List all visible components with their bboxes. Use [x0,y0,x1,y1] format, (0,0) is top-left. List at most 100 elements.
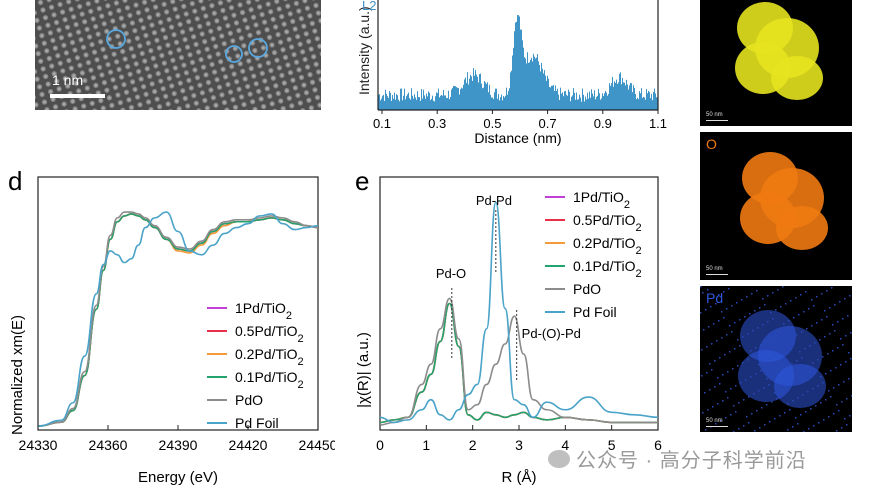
profile-bar [588,98,589,110]
profile-bar [554,90,555,110]
profile-bar [439,97,440,110]
profile-bar [425,98,426,110]
profile-bar [596,96,597,110]
profile-bar [476,74,477,110]
profile-bar [380,100,381,110]
profile-bar [652,100,653,110]
exafs-annotations: Pd-Pd Pd-O Pd-(O)-Pd [436,193,581,382]
profile-ticks: 0.1 0.3 0.5 0.7 0.9 1.1 [373,110,667,131]
profile-bar [637,97,638,110]
profile-bar [535,58,536,110]
profile-bar [566,94,567,110]
profile-bar [549,87,550,110]
profile-bar [517,15,518,110]
x-tick-label: 1 [422,437,430,453]
profile-bar [453,85,454,110]
profile-bar [480,73,481,110]
profile-bar [429,92,430,110]
eds-scale-bar [706,273,728,275]
profile-bar [418,97,419,110]
watermark: 公众号 · 高分子科学前沿 [548,444,807,473]
profile-bar [454,85,455,110]
x-tick-label: 24360 [89,437,128,453]
profile-bar [434,101,435,110]
x-tick-label: 4 [561,437,569,453]
profile-ylabel: Intensity (a.u.) [356,6,372,95]
xanes-xlabel: Energy (eV) [138,469,218,486]
profile-bar [616,79,617,110]
profile-bar [538,61,539,110]
panel-d-letter: d [8,166,22,196]
x-tick-label: 3 [515,437,523,453]
profile-bar [526,63,527,110]
profile-bar [590,97,591,110]
profile-bar [407,94,408,110]
profile-bar [615,82,616,110]
profile-bar [632,92,633,110]
profile-bar [547,75,548,110]
profile-bar [633,85,634,110]
series-line [379,302,658,424]
profile-bar [509,88,510,110]
profile-tick-label: 0.1 [373,116,391,131]
scale-bar-label: 1 nm [52,72,84,88]
profile-bar [460,89,461,110]
series-line [37,213,319,427]
profile-bar [406,96,407,110]
x-tick-label: 24450 [299,437,335,453]
profile-bar [635,94,636,110]
profile-bar [540,71,541,110]
profile-bar [543,73,544,110]
profile-bar [403,95,404,110]
profile-bar [542,68,543,110]
profile-bar [419,97,420,110]
eds-particle [735,2,823,100]
profile-bar [531,57,532,110]
profile-bar [631,83,632,110]
profile-bar [507,94,508,110]
x-tick-label: 24420 [229,437,268,453]
profile-bar [551,85,552,110]
profile-bar [646,89,647,110]
profile-bar [520,29,521,111]
profile-bar [384,100,385,110]
profile-bar [382,95,383,110]
profile-bar [496,88,497,110]
profile-bar [405,99,406,110]
profile-bar [638,99,639,110]
profile-bar [618,82,619,110]
profile-bar [608,94,609,110]
profile-bar [536,57,537,110]
profile-bar [607,95,608,110]
profile-bar [636,99,637,110]
profile-bar [477,76,478,110]
profile-bar [392,95,393,110]
profile-bar [570,101,571,110]
profile-bar [522,40,523,110]
scale-bar [50,94,105,98]
watermark-text: 公众号 · 高分子科学前沿 [576,450,807,472]
profile-bar [413,98,414,110]
profile-bar [393,98,394,110]
profile-bar [568,89,569,110]
profile-bar [527,52,528,110]
profile-bar [612,76,613,110]
profile-bar [656,97,657,110]
profile-bar [649,92,650,110]
profile-bar [445,95,446,110]
profile-bar [512,55,513,110]
x-tick-label: 24330 [19,437,58,453]
xanes-ylabel: Normalized xm(E) [9,315,26,435]
profile-bar [628,89,629,110]
profile-bar [412,95,413,110]
profile-bar [558,94,559,110]
profile-bar [409,98,410,110]
profile-bar [468,84,469,110]
profile-bar [474,75,475,110]
profile-bar [548,78,549,110]
peak-annotation: Pd-Pd [476,193,512,208]
x-tick-label: 24390 [159,437,198,453]
profile-bar [433,100,434,110]
profile-bar [475,70,476,110]
profile-bar [634,87,635,110]
